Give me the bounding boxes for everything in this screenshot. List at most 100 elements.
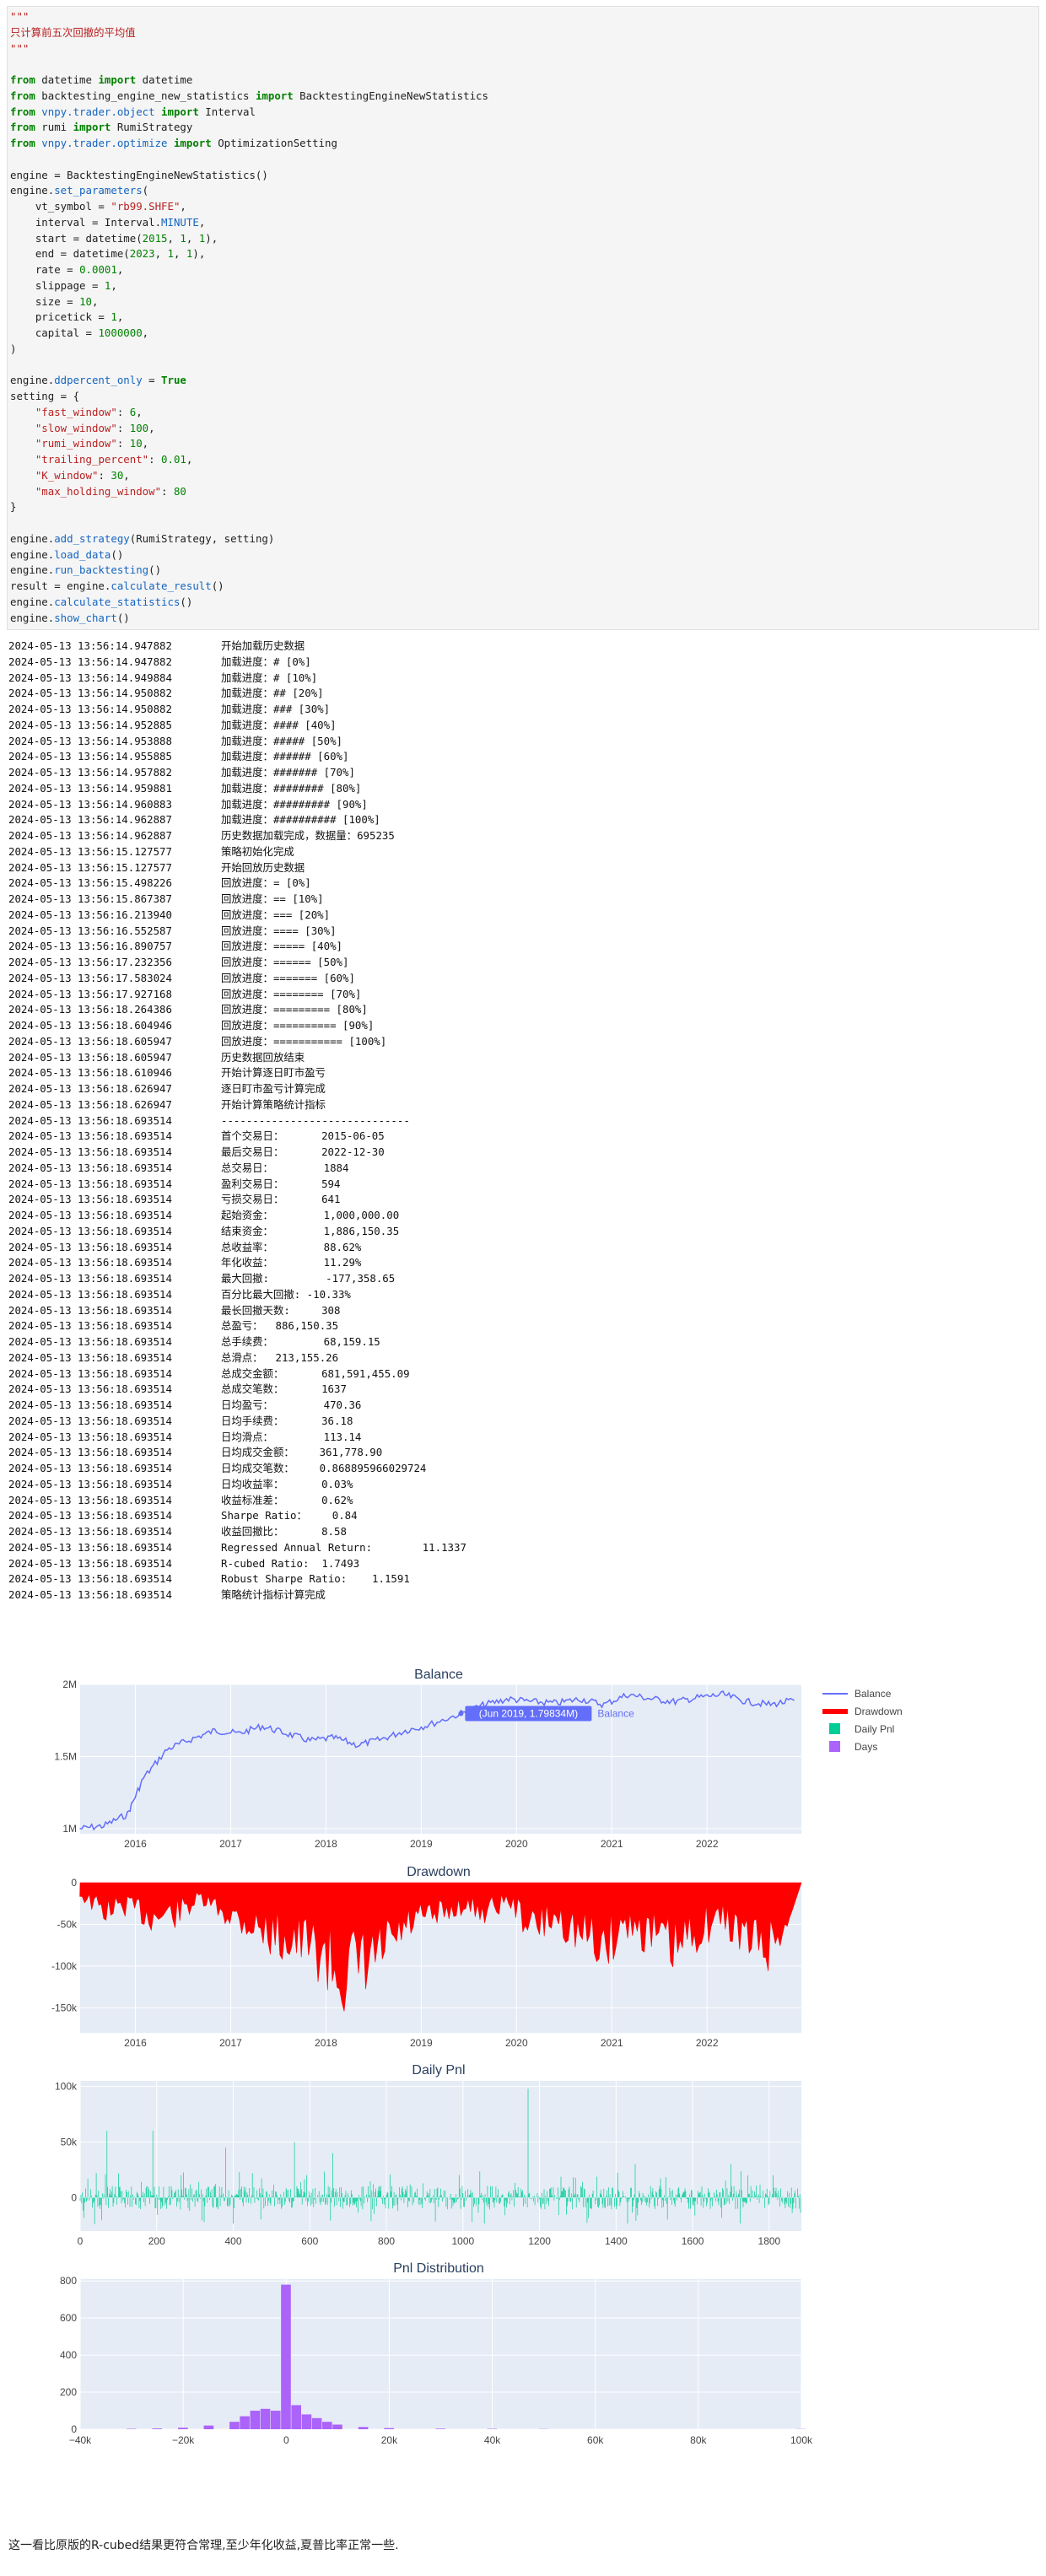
log-timestamp: 2024-05-13 13:56:18.610946 <box>8 1066 172 1080</box>
log-timestamp: 2024-05-13 13:56:15.127577 <box>8 844 172 858</box>
code-token: import <box>161 105 199 118</box>
log-timestamp: 2024-05-13 13:56:18.693514 <box>8 1414 172 1427</box>
log-timestamp: 2024-05-13 13:56:18.693514 <box>8 1113 172 1127</box>
dailypnl-plot-bg <box>80 2081 801 2231</box>
code-token: start = datetime( <box>10 231 143 245</box>
log-message: 回放进度：======== [70%] <box>221 987 362 1000</box>
code-line: engine.run_backtesting() <box>10 563 488 579</box>
code-token: 只计算前五次回撤的平均值 <box>10 25 136 39</box>
code-token: , <box>186 453 193 466</box>
log-timestamp: 2024-05-13 13:56:18.604946 <box>8 1019 172 1032</box>
code-token: 1 <box>198 231 206 245</box>
drawdown-title: Drawdown <box>407 1865 471 1879</box>
code-token: 1000000 <box>98 326 143 339</box>
code-token: , <box>180 200 186 213</box>
log-message: 加载进度：##### [50%] <box>221 734 343 747</box>
code-token: : <box>116 421 130 434</box>
log-message: 起始资金： 1,000,000.00 <box>221 1209 400 1221</box>
pnldist-bar <box>229 2422 240 2429</box>
code-token: ( <box>142 184 149 197</box>
dailypnl-bars <box>79 2088 801 2224</box>
log-timestamp: 2024-05-13 13:56:18.605947 <box>8 1034 172 1048</box>
code-token: rumi <box>35 121 73 134</box>
code-token: from <box>10 121 35 134</box>
code-line: end = datetime(2023, 1, 1), <box>10 246 488 262</box>
log-timestamp: 2024-05-13 13:56:18.693514 <box>8 1319 172 1333</box>
code-token: 100 <box>129 421 149 434</box>
pnldist-bar <box>322 2422 332 2429</box>
log-timestamp: 2024-05-13 13:56:14.953888 <box>8 734 172 747</box>
log-timestamp: 2024-05-13 13:56:18.693514 <box>8 1129 172 1143</box>
drawdown-ytick: -50k <box>57 1918 78 1930</box>
plotly-chart[interactable]: Balance 2016 2017 2018 2019 2020 2021 2022 1M 1.5… <box>0 1662 1046 2463</box>
log-timestamp: 2024-05-13 13:56:18.626947 <box>8 1082 172 1095</box>
log-timestamp: 2024-05-13 13:56:14.947882 <box>8 639 172 652</box>
log-message: 收益回撤比： 8.58 <box>221 1525 347 1538</box>
code-token: BacktestingEngineNewStatistics <box>293 89 488 102</box>
log-message: 逐日盯市盈亏计算完成 <box>221 1082 326 1095</box>
balance-xtick: 2019 <box>410 1838 433 1850</box>
pnldist-bar <box>281 2284 291 2429</box>
code-line: engine.set_parameters( <box>10 183 488 199</box>
log-timestamp: 2024-05-13 13:56:18.693514 <box>8 1366 172 1380</box>
code-editor[interactable]: """ 只计算前五次回撤的平均值 """ from datetime import … <box>10 9 488 626</box>
log-message: 加载进度：####### [70%] <box>221 766 355 779</box>
log-timestamp: 2024-05-13 13:56:18.693514 <box>8 1509 172 1522</box>
code-line: } <box>10 499 488 515</box>
drawdown-xtick: 2019 <box>410 2037 433 2049</box>
code-token: 1 <box>104 278 111 292</box>
code-token: vnpy.trader.optimize <box>35 137 174 149</box>
log-message: 首个交易日： 2015-06-05 <box>221 1129 385 1143</box>
code-line: "fast_window": 6, <box>10 405 488 421</box>
code-token: vnpy.trader.object <box>35 105 162 118</box>
code-token: "rumi_window" <box>35 437 117 450</box>
log-message: 回放进度：========== [90%] <box>221 1019 375 1032</box>
code-cell[interactable]: """ 只计算前五次回撤的平均值 """ from datetime import … <box>7 6 1039 630</box>
balance-xtick: 2016 <box>124 1838 147 1850</box>
code-line: interval = Interval.MINUTE, <box>10 215 488 231</box>
dailypnl-xtick: 1200 <box>528 2235 551 2247</box>
log-timestamp: 2024-05-13 13:56:18.693514 <box>8 1398 172 1411</box>
log-timestamp: 2024-05-13 13:56:17.583024 <box>8 971 172 984</box>
log-timestamp: 2024-05-13 13:56:14.950882 <box>8 687 172 700</box>
code-token: set_parameters <box>54 184 143 197</box>
log-message: Robust Sharpe Ratio: 1.1591 <box>221 1572 410 1586</box>
code-token: , <box>116 263 124 276</box>
code-line: "max_holding_window": 80 <box>10 484 488 500</box>
balance-xtick: 2020 <box>505 1838 528 1850</box>
pnldist-ytick: 0 <box>71 2423 77 2435</box>
code-token: from <box>10 137 35 149</box>
pnldist-bar <box>435 2428 445 2429</box>
log-timestamp: 2024-05-13 13:56:16.552587 <box>8 924 172 937</box>
log-message: 结束资金： 1,886,150.35 <box>221 1224 400 1237</box>
code-token: load_data <box>54 547 111 561</box>
log-message: Sharpe Ratio： 0.84 <box>221 1509 358 1522</box>
dailypnl-xtick: 600 <box>301 2235 318 2247</box>
log-timestamp: 2024-05-13 13:56:14.950882 <box>8 703 172 715</box>
log-timestamp: 2024-05-13 13:56:18.693514 <box>8 1209 172 1221</box>
code-token: True <box>161 374 186 387</box>
drawdown-xtick: 2021 <box>601 2037 623 2049</box>
balance-plot-bg <box>80 1684 801 1834</box>
drawdown-xtick: 2018 <box>315 2037 337 2049</box>
drawdown-ytick: 0 <box>71 1877 77 1889</box>
drawdown-ytick: -100k <box>51 1960 78 1972</box>
pnldist-bar <box>270 2411 281 2429</box>
code-token: () <box>111 547 124 561</box>
code-line: engine.add_strategy(RumiStrategy, settin… <box>10 531 488 547</box>
log-message: 百分比最大回撤: -10.33% <box>221 1287 351 1301</box>
code-token: """ <box>10 10 30 23</box>
pnldist-xtick: 100k <box>790 2434 813 2446</box>
pnldist-plot-bg <box>80 2279 801 2429</box>
pnldist-xtick: −20k <box>172 2434 195 2446</box>
code-line: from datetime import datetime <box>10 73 488 89</box>
log-message: 总滑点： 213,155.26 <box>221 1350 339 1364</box>
log-message: 亏损交易日： 641 <box>221 1193 341 1206</box>
log-message: 总收益率： 88.62% <box>221 1240 362 1253</box>
pnldist-bar <box>152 2428 163 2429</box>
code-line: setting = { <box>10 389 488 405</box>
log-message: 回放进度：=========== [100%] <box>221 1034 387 1048</box>
code-token: import <box>98 73 137 86</box>
log-message: 开始计算策略统计指标 <box>221 1097 326 1111</box>
log-message: 回放进度：===== [40%] <box>221 940 343 953</box>
